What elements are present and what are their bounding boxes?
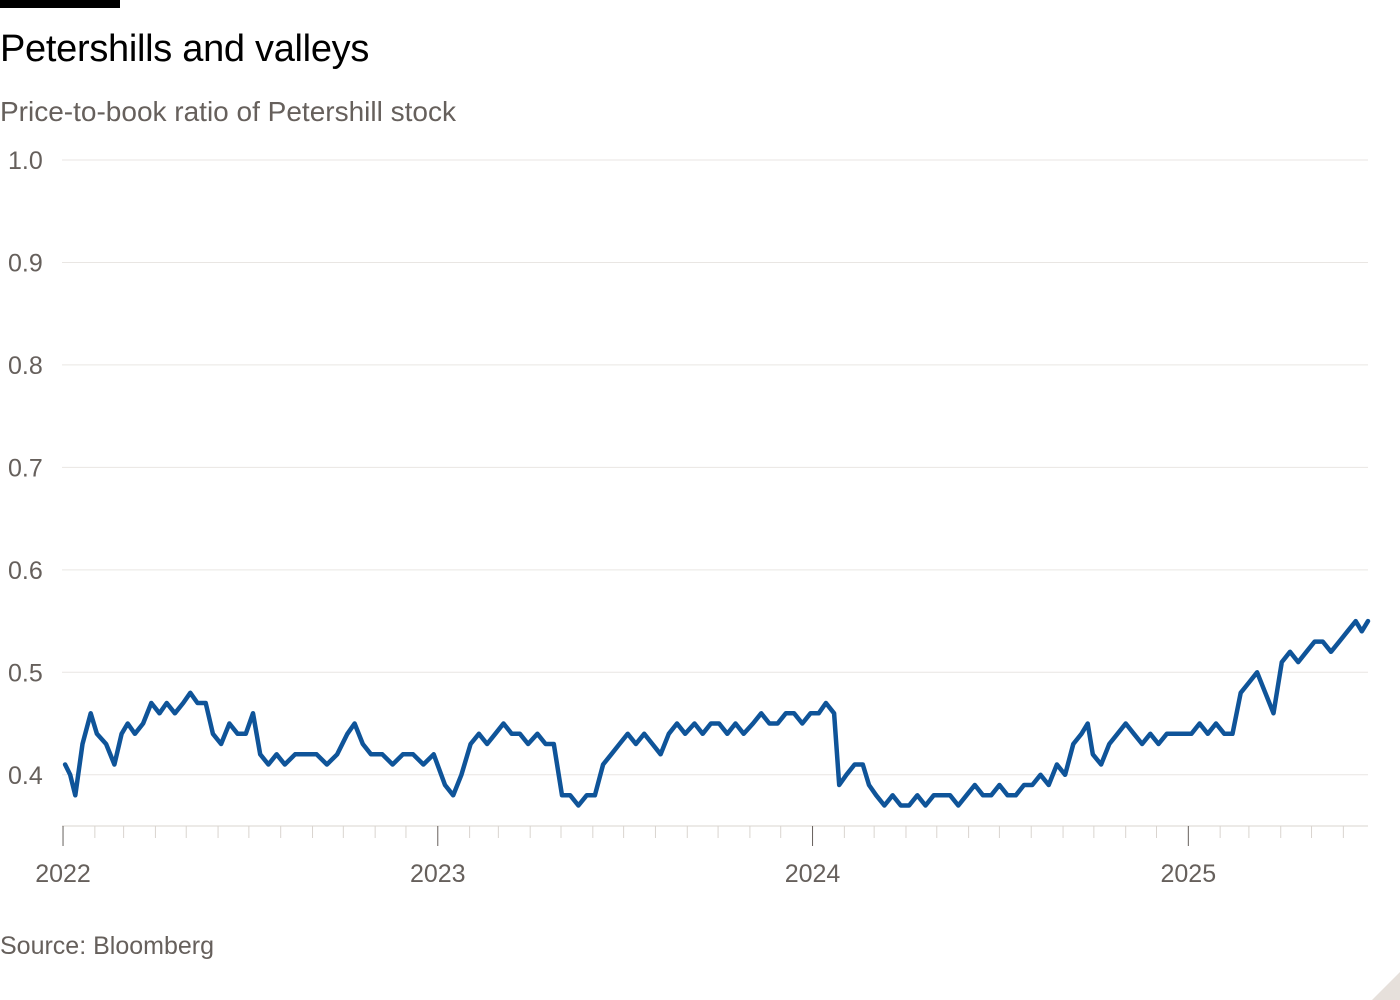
- corner-fold: [1372, 972, 1400, 1000]
- y-tick-label: 0.4: [8, 762, 43, 790]
- x-axis: 2022 2023 2024 2025: [35, 825, 1368, 888]
- x-tick-label: 2022: [35, 860, 91, 888]
- y-tick-label: 0.7: [8, 454, 43, 482]
- x-tick-label: 2025: [1161, 860, 1217, 888]
- brand-bar: [0, 0, 120, 8]
- x-tick-label: 2024: [785, 860, 841, 888]
- y-tick-label: 0.9: [8, 249, 43, 277]
- series-line: [62, 618, 1371, 808]
- y-tick-label: 0.5: [8, 659, 43, 687]
- series-layer: [62, 618, 1371, 808]
- chart-subtitle: Price-to-book ratio of Petershill stock: [0, 96, 456, 127]
- y-tick-label: 0.6: [8, 557, 43, 585]
- y-tick-label: 1.0: [8, 147, 43, 175]
- x-tick-label: 2023: [410, 860, 466, 888]
- y-tick-label: 0.8: [8, 352, 43, 380]
- gridlines: [62, 159, 1368, 776]
- y-axis: 0.4 0.5 0.6 0.7 0.8 0.9 1.0: [8, 147, 43, 790]
- source-note: Source: Bloomberg: [0, 932, 215, 960]
- chart-title: Petershills and valleys: [0, 28, 370, 70]
